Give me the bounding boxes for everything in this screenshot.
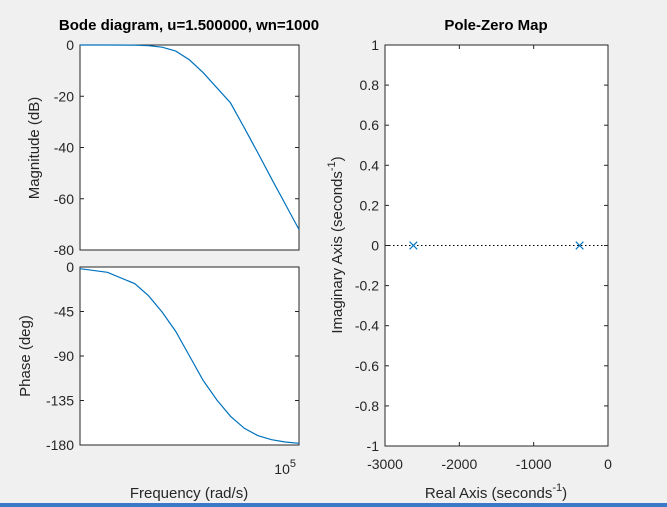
pz-ylabel: Imaginary Axis (seconds-1): [326, 156, 346, 333]
magnitude-trace: [80, 44, 300, 230]
pz-ytick-label: -1: [367, 438, 380, 454]
pz-ytick-label: 1: [371, 37, 379, 53]
magnitude-ytick-group: 0 -20 -40 -60 -80: [54, 37, 299, 258]
pz-xtick-label: -3000: [367, 456, 403, 472]
window-bottom-border: [0, 503, 667, 507]
pz-ytick-label: 0.6: [360, 117, 380, 133]
magnitude-ytick-label: -80: [54, 242, 74, 258]
magnitude-ytick-label: -60: [54, 191, 74, 207]
pz-ytick-group: 1 0.8 0.6 0.4 0.2 0 -0.2 -0.4 -0.6 -0.8 -1: [355, 37, 608, 454]
pz-xtick-label: -1000: [516, 456, 552, 472]
bode-xtick-label: 105: [274, 458, 296, 477]
bode-xtick-exponent: 5: [290, 458, 296, 470]
bode-xlabel: Frequency (rad/s): [130, 485, 248, 502]
pz-xlabel-main: Real Axis (seconds: [425, 485, 553, 502]
pz-marker-group: [409, 241, 584, 250]
phase-ylabel: Phase (deg): [17, 315, 34, 397]
phase-trace: [79, 268, 300, 444]
pz-xtick-label: -2000: [441, 456, 477, 472]
phase-ytick-label: -45: [54, 304, 74, 320]
bode-xtick-base: 10: [274, 461, 290, 477]
magnitude-axes: [79, 44, 300, 251]
pz-ylabel-exponent: -1: [326, 161, 338, 171]
pole-marker: [409, 241, 418, 250]
pz-title: Pole-Zero Map: [444, 17, 547, 34]
pole-marker: [575, 241, 584, 250]
pz-xlabel-exponent: -1: [552, 482, 562, 494]
magnitude-ytick-label: -20: [54, 88, 74, 104]
pz-xlabel: Real Axis (seconds-1): [425, 482, 567, 502]
magnitude-ylabel: Magnitude (dB): [26, 97, 43, 200]
pz-ytick-label: 0.2: [360, 197, 380, 213]
phase-ytick-label: -135: [46, 393, 74, 409]
pz-xlabel-close: ): [562, 485, 567, 502]
phase-ytick-label: -90: [54, 348, 74, 364]
magnitude-ytick-label: 0: [66, 37, 74, 53]
phase-ytick-label: 0: [66, 259, 74, 275]
pz-ytick-label: -0.2: [355, 278, 379, 294]
bode-title: Bode diagram, u=1.500000, wn=1000: [59, 17, 319, 34]
pz-xtick-group: -3000 -2000 -1000 0: [367, 45, 612, 472]
pz-xtick-label: 0: [604, 456, 612, 472]
pz-ytick-label: -0.6: [355, 358, 379, 374]
pz-ytick-label: -0.8: [355, 398, 379, 414]
phase-ytick-label: -180: [46, 437, 74, 453]
pz-ytick-label: 0.8: [360, 77, 380, 93]
pz-ytick-label: 0.4: [360, 157, 380, 173]
magnitude-ytick-label: -40: [54, 140, 74, 156]
pz-ylabel-close: ): [329, 156, 346, 161]
pz-ytick-label: 0: [371, 238, 379, 254]
phase-ytick-group: 0 -45 -90 -135 -180: [46, 259, 299, 453]
pz-ylabel-main: Imaginary Axis (seconds: [329, 171, 346, 334]
pz-ytick-label: -0.4: [355, 318, 379, 334]
